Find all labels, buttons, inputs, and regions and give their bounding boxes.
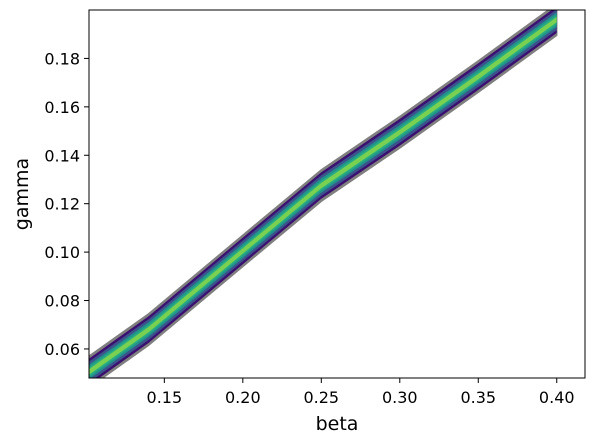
plot-frame xyxy=(88,9,586,379)
x-axis-label: beta xyxy=(316,413,359,435)
contour-band-level-6 xyxy=(89,17,557,375)
x-tick-label: 0.15 xyxy=(147,388,183,407)
y-tick-label: 0.18 xyxy=(44,49,80,68)
x-tick-label: 0.25 xyxy=(303,388,339,407)
y-axis-ticks: 0.06 0.08 0.10 0.12 0.14 0.16 0.18 xyxy=(44,49,89,359)
y-tick-label: 0.16 xyxy=(44,98,80,117)
x-axis-ticks: 0.15 0.20 0.25 0.30 0.35 0.40 xyxy=(147,378,575,407)
x-tick-label: 0.20 xyxy=(225,388,261,407)
y-tick-label: 0.06 xyxy=(44,340,80,359)
y-tick-label: 0.08 xyxy=(44,292,80,311)
x-tick-label: 0.35 xyxy=(460,388,496,407)
y-axis-label: gamma xyxy=(11,158,33,230)
contour-layer xyxy=(89,10,558,378)
x-tick-label: 0.40 xyxy=(539,388,575,407)
y-tick-label: 0.10 xyxy=(44,243,80,262)
x-tick-label: 0.30 xyxy=(382,388,418,407)
y-tick-label: 0.12 xyxy=(44,195,80,214)
y-tick-label: 0.14 xyxy=(44,146,80,165)
